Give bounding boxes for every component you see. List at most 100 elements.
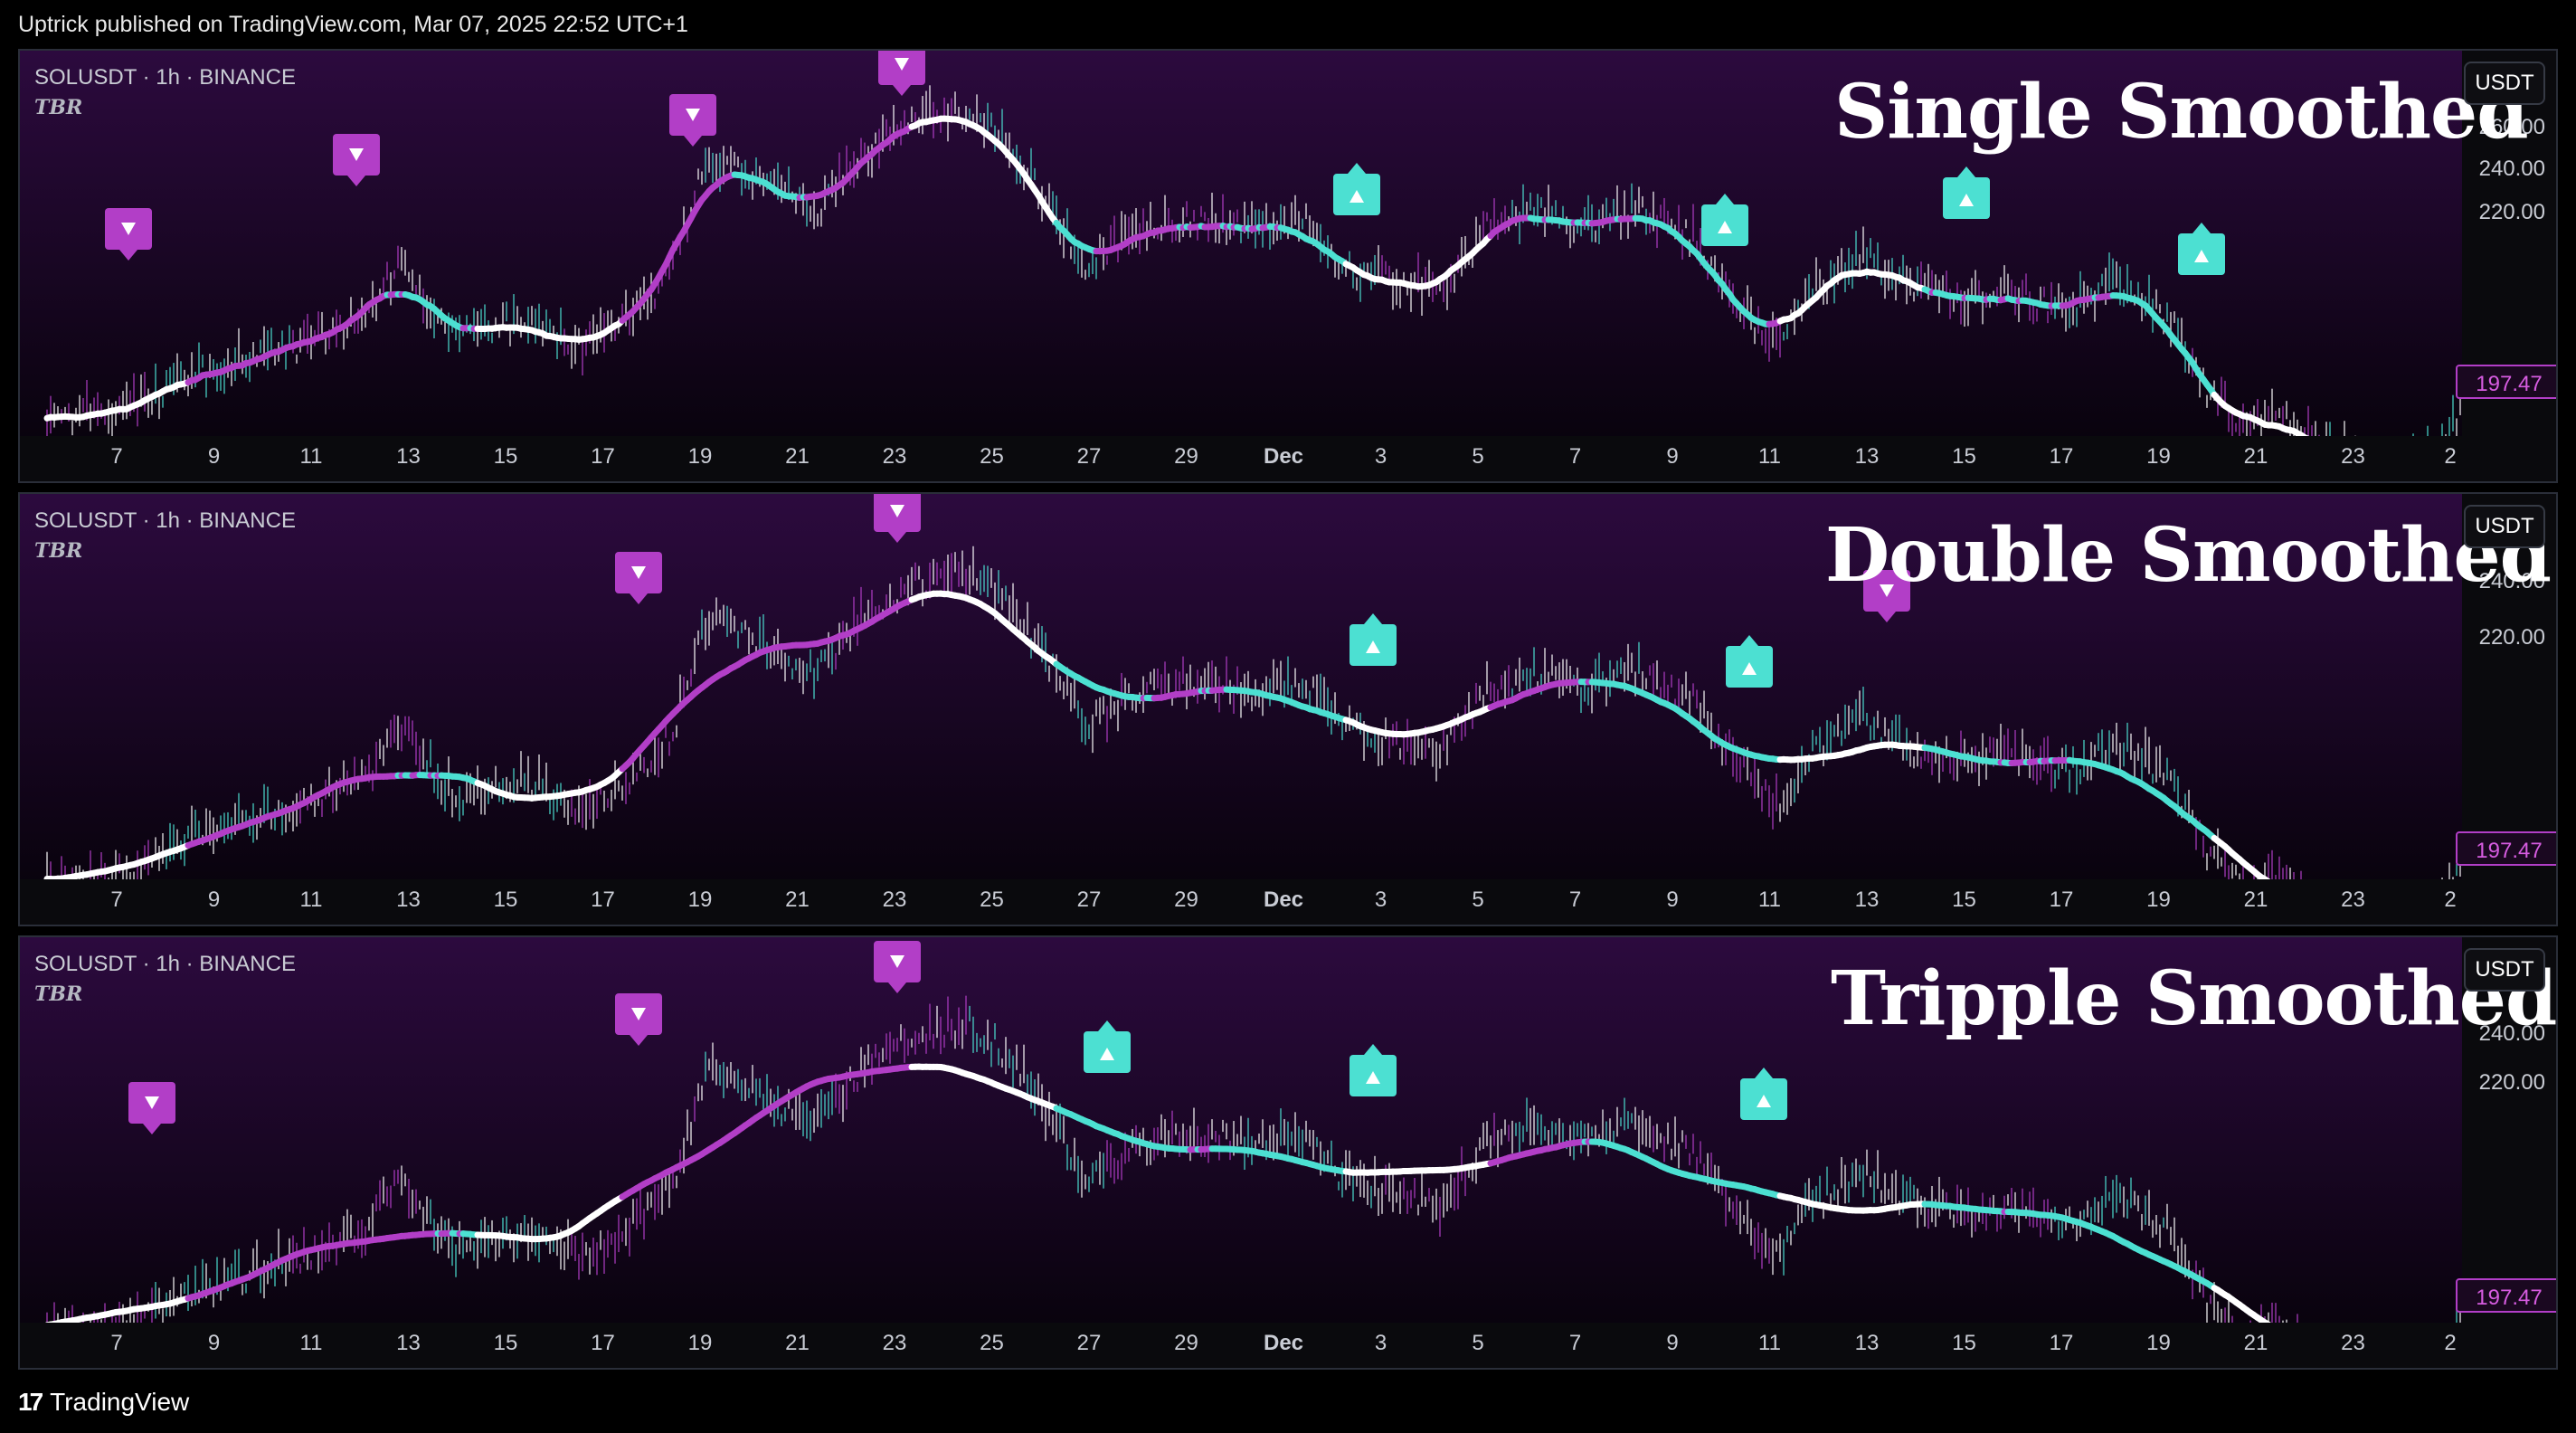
bear-signal-marker[interactable]	[874, 494, 921, 543]
time-tick-label: 3	[1375, 887, 1387, 912]
bear-signal-marker[interactable]	[615, 993, 662, 1046]
time-tick-label: 21	[785, 887, 810, 912]
time-tick-label: 11	[1758, 1331, 1781, 1355]
chart-panel-double[interactable]: 240.00 220.00 197.47 7 9 11 13 15 17 19 21 23 25 27 29…	[18, 492, 2558, 926]
time-tick-label: 13	[1855, 1331, 1880, 1355]
time-tick-label: 2	[2444, 444, 2456, 469]
bull-signal-marker[interactable]	[1726, 635, 1773, 688]
time-tick-label: 2	[2444, 887, 2456, 912]
time-tick-label: 11	[300, 444, 323, 469]
currency-button[interactable]: USDT	[2464, 62, 2545, 105]
symbol-label[interactable]: SOLUSDT · 1h · BINANCE	[34, 952, 296, 976]
arrow-up-icon	[1742, 662, 1757, 675]
last-price-badge: 197.47	[2456, 365, 2556, 399]
time-axis[interactable]	[20, 879, 2556, 925]
time-tick-label: 15	[494, 1331, 518, 1355]
symbol-label[interactable]: SOLUSDT · 1h · BINANCE	[34, 65, 296, 90]
time-axis[interactable]	[20, 1323, 2556, 1368]
tradingview-footer[interactable]: 17 TradingView	[18, 1384, 189, 1420]
time-tick-label: 23	[883, 1331, 907, 1355]
time-tick-label: 3	[1375, 444, 1387, 469]
arrow-up-icon	[1757, 1095, 1771, 1107]
time-tick-label: 29	[1174, 1331, 1198, 1355]
bull-signal-marker[interactable]	[1350, 613, 1397, 666]
bull-signal-marker[interactable]	[1084, 1020, 1131, 1073]
time-tick-label: 17	[591, 887, 615, 912]
published-text: Uptrick published on TradingView.com, Ma…	[18, 11, 688, 37]
time-tick-label: 13	[396, 1331, 421, 1355]
time-tick-label: 17	[591, 1331, 615, 1355]
bear-signal-marker[interactable]	[105, 208, 152, 261]
panel-title: Single Smoothed	[1834, 69, 2529, 156]
bull-signal-marker[interactable]	[1943, 166, 1990, 219]
indicator-label[interactable]: TBR	[34, 96, 83, 119]
time-tick-label: 19	[688, 444, 713, 469]
bull-signal-marker[interactable]	[2178, 223, 2225, 275]
bear-signal-marker[interactable]	[669, 94, 716, 147]
bull-signal-marker[interactable]	[1333, 163, 1380, 215]
time-tick-label: 13	[396, 444, 421, 469]
time-tick-label: 7	[1569, 887, 1581, 912]
time-tick-label: 13	[396, 887, 421, 912]
currency-button[interactable]: USDT	[2464, 505, 2545, 548]
chart-background	[20, 51, 2556, 481]
time-tick-label: 25	[980, 1331, 1004, 1355]
time-tick-label: 17	[2050, 1331, 2074, 1355]
price-plot	[45, 941, 2461, 1323]
arrow-down-icon	[686, 109, 700, 121]
bear-signal-marker[interactable]	[874, 941, 921, 993]
indicator-label[interactable]: TBR	[34, 539, 83, 563]
time-tick-label: 5	[1472, 887, 1483, 912]
time-tick-label: 29	[1174, 444, 1198, 469]
bear-signal-marker[interactable]	[615, 552, 662, 604]
price-tick-label: 240.00	[2479, 569, 2545, 593]
time-tick-label: 7	[1569, 1331, 1581, 1355]
time-tick-label: 23	[2341, 1331, 2365, 1355]
time-tick-label: 3	[1375, 1331, 1387, 1355]
price-tick-label: 240.00	[2479, 1021, 2545, 1046]
time-axis[interactable]	[20, 436, 2556, 481]
time-tick-label: 11	[1758, 887, 1781, 912]
last-price-badge: 197.47	[2456, 831, 2556, 866]
last-price-badge: 197.47	[2456, 1278, 2556, 1313]
time-tick-label: 9	[1666, 1331, 1678, 1355]
symbol-label[interactable]: SOLUSDT · 1h · BINANCE	[34, 508, 296, 533]
chart-background	[20, 494, 2556, 925]
time-tick-label: 19	[2146, 887, 2171, 912]
svg-text:197.47: 197.47	[2476, 1286, 2542, 1310]
time-tick-label: Dec	[1264, 1331, 1303, 1355]
arrow-up-icon	[1350, 190, 1364, 203]
chart-canvas[interactable]: 260.00240.00220.00197.477911131517192123…	[20, 937, 2556, 1368]
arrow-down-icon	[145, 1096, 159, 1109]
arrow-down-icon	[349, 148, 364, 161]
price-tick-label: 240.00	[2479, 157, 2545, 181]
price-axis[interactable]	[2462, 51, 2556, 481]
currency-button[interactable]: USDT	[2464, 948, 2545, 992]
time-tick-label: 21	[785, 1331, 810, 1355]
bear-signal-marker[interactable]	[128, 1082, 175, 1134]
time-tick-label: 15	[1952, 444, 1976, 469]
bull-signal-marker[interactable]	[1701, 194, 1748, 246]
chart-panel-single[interactable]: 260.00 240.00 220.00 197.47 7 9 11 13 15 17 19 21 23…	[18, 49, 2558, 483]
price-tick-label: 220.00	[2479, 200, 2545, 224]
bull-signal-marker[interactable]	[1350, 1044, 1397, 1096]
bear-signal-marker[interactable]	[1863, 570, 1910, 622]
price-tick-label: 260.00	[2479, 115, 2545, 139]
price-plot	[43, 494, 2461, 879]
arrow-down-icon	[890, 505, 904, 517]
indicator-label[interactable]: TBR	[34, 982, 83, 1006]
time-tick-label: 13	[1855, 887, 1880, 912]
time-tick-label: 27	[1077, 444, 1102, 469]
time-tick-label: 23	[883, 887, 907, 912]
time-tick-label: 9	[208, 1331, 220, 1355]
chart-panel-triple[interactable]: 260.00240.00220.00197.477911131517192123…	[18, 935, 2558, 1370]
arrow-up-icon	[1959, 194, 1974, 206]
time-tick-label: 21	[785, 444, 810, 469]
bear-signal-marker[interactable]	[878, 51, 925, 96]
arrow-down-icon	[895, 58, 909, 71]
bull-signal-marker[interactable]	[1740, 1068, 1787, 1120]
brand-name: TradingView	[50, 1388, 190, 1416]
bear-signal-marker[interactable]	[333, 134, 380, 186]
